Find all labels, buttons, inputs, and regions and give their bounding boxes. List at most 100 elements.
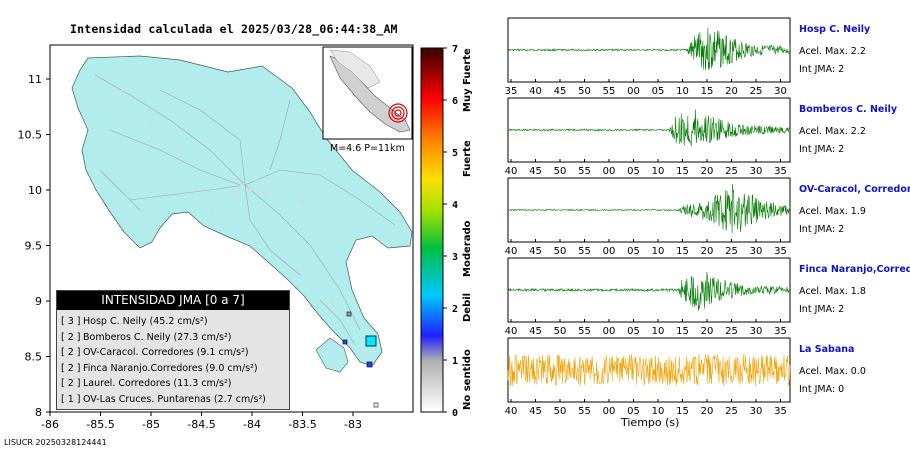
colorbar-tick: 0 bbox=[452, 408, 458, 419]
colorbar-tick: 4 bbox=[452, 200, 458, 211]
map-x-tick: -85 bbox=[142, 418, 160, 431]
time-tick: 35 bbox=[505, 86, 518, 97]
map-x-axis: -86 -85.5 -85 -84.5 -84 -83.5 -83 bbox=[41, 412, 362, 431]
time-tick: 50 bbox=[554, 406, 567, 417]
legend-item: [ 2 ] OV-Caracol. Corredores (9.1 cm/s²) bbox=[61, 345, 289, 361]
station-name: La Sabana bbox=[799, 344, 855, 355]
legend-item-text: Finca Naranjo.Corredores (9.0 cm/s²) bbox=[83, 362, 258, 374]
map-x-tick: -84.5 bbox=[187, 418, 215, 431]
legend-item-level: [ 2 ] bbox=[61, 362, 81, 374]
legend-heading: INTENSIDAD JMA [0 a 7] bbox=[57, 291, 289, 310]
time-axis-label: Tiempo (s) bbox=[621, 416, 680, 429]
waveform-trace bbox=[507, 354, 791, 387]
location-inset-map bbox=[322, 46, 413, 140]
time-tick: 55 bbox=[578, 406, 591, 417]
legend-item-text: Laurel. Corredores (11.3 cm/s²) bbox=[83, 378, 232, 389]
map-x-tick: -83 bbox=[344, 418, 362, 431]
time-tick: 20 bbox=[701, 326, 714, 337]
legend-item-level: [ 2 ] bbox=[61, 331, 81, 343]
map-y-tick: 11 bbox=[28, 73, 42, 86]
time-tick: 25 bbox=[725, 166, 738, 177]
seismogram-panel: 40 45 50 55 00 05 10 15 20 25 30 35 bbox=[505, 97, 791, 177]
time-tick: 25 bbox=[725, 326, 738, 337]
time-tick: 15 bbox=[701, 86, 714, 97]
time-tick: 30 bbox=[750, 406, 763, 417]
time-tick: 30 bbox=[774, 86, 787, 97]
station-name: OV-Caracol, Corredores bbox=[799, 184, 910, 195]
colorbar-label-fuerte: Fuerte bbox=[462, 140, 473, 177]
station-name: Finca Naranjo,Corredores bbox=[799, 264, 910, 275]
station-accel-max: Acel. Max. 0.0 bbox=[799, 366, 866, 377]
legend-item-level: [ 1 ] bbox=[61, 393, 81, 405]
time-tick: 05 bbox=[627, 326, 640, 337]
legend-item-text: Bomberos C. Neily (27.3 cm/s²) bbox=[83, 331, 232, 343]
time-tick: 35 bbox=[774, 326, 787, 337]
station-name: Hosp C. Neily bbox=[799, 24, 871, 35]
legend-item-text: OV-Caracol. Corredores (9.1 cm/s²) bbox=[83, 347, 249, 358]
time-tick: 50 bbox=[554, 166, 567, 177]
time-tick: 20 bbox=[701, 166, 714, 177]
time-tick: 25 bbox=[725, 406, 738, 417]
station-accel-max: Acel. Max. 2.2 bbox=[799, 126, 866, 137]
colorbar-tick: 1 bbox=[452, 356, 458, 367]
time-tick: 45 bbox=[529, 406, 542, 417]
colorbar-label-debil: Debil bbox=[462, 292, 473, 322]
time-tick: 00 bbox=[627, 86, 640, 97]
seismogram-panel: 40 45 50 55 00 05 10 15 20 25 30 35 bbox=[505, 177, 791, 257]
colorbar-label-moderado: Moderado bbox=[462, 220, 473, 277]
road-network bbox=[94, 74, 396, 346]
time-tick: 35 bbox=[774, 406, 787, 417]
legend-item-level: [ 2 ] bbox=[61, 347, 81, 358]
time-tick: 55 bbox=[578, 246, 591, 257]
time-tick: 35 bbox=[774, 246, 787, 257]
legend-item: [ 1 ] OV-Las Cruces. Puntarenas (2.7 cm/s… bbox=[61, 392, 289, 408]
map-y-tick: 10.5 bbox=[18, 129, 43, 142]
colorbar-tick: 7 bbox=[452, 44, 458, 55]
station-markers bbox=[342, 311, 379, 408]
legend-item-text: Hosp C. Neily (45.2 cm/s²) bbox=[83, 316, 208, 327]
station-name: Bomberos C. Neily bbox=[799, 104, 898, 115]
time-tick: 20 bbox=[701, 406, 714, 417]
time-tick: 50 bbox=[554, 326, 567, 337]
time-tick: 35 bbox=[774, 166, 787, 177]
waveform-trace bbox=[507, 271, 791, 311]
time-tick: 05 bbox=[652, 86, 665, 97]
waveform-trace bbox=[507, 109, 791, 147]
legend-item-text: OV-Las Cruces. Puntarenas (2.7 cm/s²) bbox=[83, 393, 266, 405]
time-tick: 40 bbox=[529, 86, 542, 97]
time-tick: 40 bbox=[505, 326, 518, 337]
colorbar-tick: 6 bbox=[452, 96, 458, 107]
colorbar-tick: 3 bbox=[452, 252, 458, 263]
intensity-legend: INTENSIDAD JMA [0 a 7] [ 3 ] Hosp C. Neil… bbox=[56, 290, 290, 410]
time-tick: 50 bbox=[578, 86, 591, 97]
time-tick: 15 bbox=[676, 166, 689, 177]
map-y-tick: 9.5 bbox=[25, 240, 43, 253]
legend-item: [ 2 ] Bomberos C. Neily (27.3 cm/s²) bbox=[61, 330, 289, 346]
time-tick: 15 bbox=[676, 326, 689, 337]
time-tick: 45 bbox=[529, 326, 542, 337]
waveform-trace bbox=[507, 183, 791, 234]
time-tick: 15 bbox=[676, 406, 689, 417]
colorbar-scale: 0 1 2 3 4 5 6 7 bbox=[443, 44, 458, 419]
time-tick: 00 bbox=[603, 406, 616, 417]
station-jma-intensity: Int JMA: 2 bbox=[799, 144, 845, 155]
legend-item-level: [ 3 ] bbox=[61, 316, 81, 327]
time-tick: 15 bbox=[676, 246, 689, 257]
time-tick: 05 bbox=[627, 246, 640, 257]
seismogram-panel: 35 40 45 50 55 00 05 10 15 20 25 30 bbox=[505, 17, 791, 97]
time-tick: 55 bbox=[578, 326, 591, 337]
colorbar-label-no-sentido: No sentido bbox=[462, 349, 473, 410]
time-tick: 40 bbox=[505, 246, 518, 257]
time-tick: 30 bbox=[750, 166, 763, 177]
station-jma-intensity: Int JMA: 2 bbox=[799, 224, 845, 235]
time-tick: 20 bbox=[701, 246, 714, 257]
waveform-trace bbox=[507, 27, 791, 71]
time-tick: 25 bbox=[725, 246, 738, 257]
station-jma-intensity: Int JMA: 2 bbox=[799, 64, 845, 75]
station-accel-max: Acel. Max. 2.2 bbox=[799, 46, 866, 57]
map-y-axis: 11 10.5 10 9.5 9 8.5 8 bbox=[18, 73, 50, 419]
station-accel-max: Acel. Max. 1.8 bbox=[799, 286, 866, 297]
time-tick: 30 bbox=[750, 326, 763, 337]
seismogram-panels: 35 40 45 50 55 00 05 10 15 20 25 30 40 45 50 55 00 05 10 15… bbox=[505, 17, 791, 417]
